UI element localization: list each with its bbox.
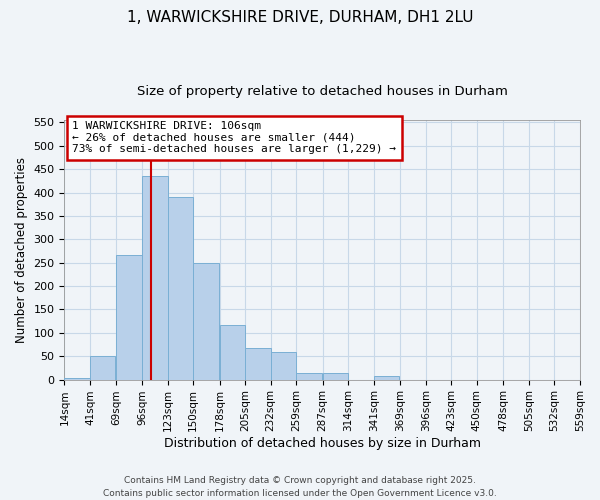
Text: Contains HM Land Registry data © Crown copyright and database right 2025.
Contai: Contains HM Land Registry data © Crown c… <box>103 476 497 498</box>
Text: 1 WARWICKSHIRE DRIVE: 106sqm
← 26% of detached houses are smaller (444)
73% of s: 1 WARWICKSHIRE DRIVE: 106sqm ← 26% of de… <box>72 122 396 154</box>
Bar <box>296 373 322 380</box>
Title: Size of property relative to detached houses in Durham: Size of property relative to detached ho… <box>137 85 508 98</box>
Bar <box>90 356 115 380</box>
X-axis label: Distribution of detached houses by size in Durham: Distribution of detached houses by size … <box>164 437 481 450</box>
Y-axis label: Number of detached properties: Number of detached properties <box>15 157 28 343</box>
Bar <box>116 254 142 380</box>
Bar <box>220 325 245 380</box>
Bar <box>245 348 271 380</box>
Bar <box>64 378 90 380</box>
Text: 1, WARWICKSHIRE DRIVE, DURHAM, DH1 2LU: 1, WARWICKSHIRE DRIVE, DURHAM, DH1 2LU <box>127 10 473 25</box>
Bar <box>374 376 400 380</box>
Bar <box>193 262 218 380</box>
Bar <box>323 373 348 380</box>
Bar <box>142 176 167 380</box>
Bar <box>167 197 193 380</box>
Bar <box>271 352 296 380</box>
